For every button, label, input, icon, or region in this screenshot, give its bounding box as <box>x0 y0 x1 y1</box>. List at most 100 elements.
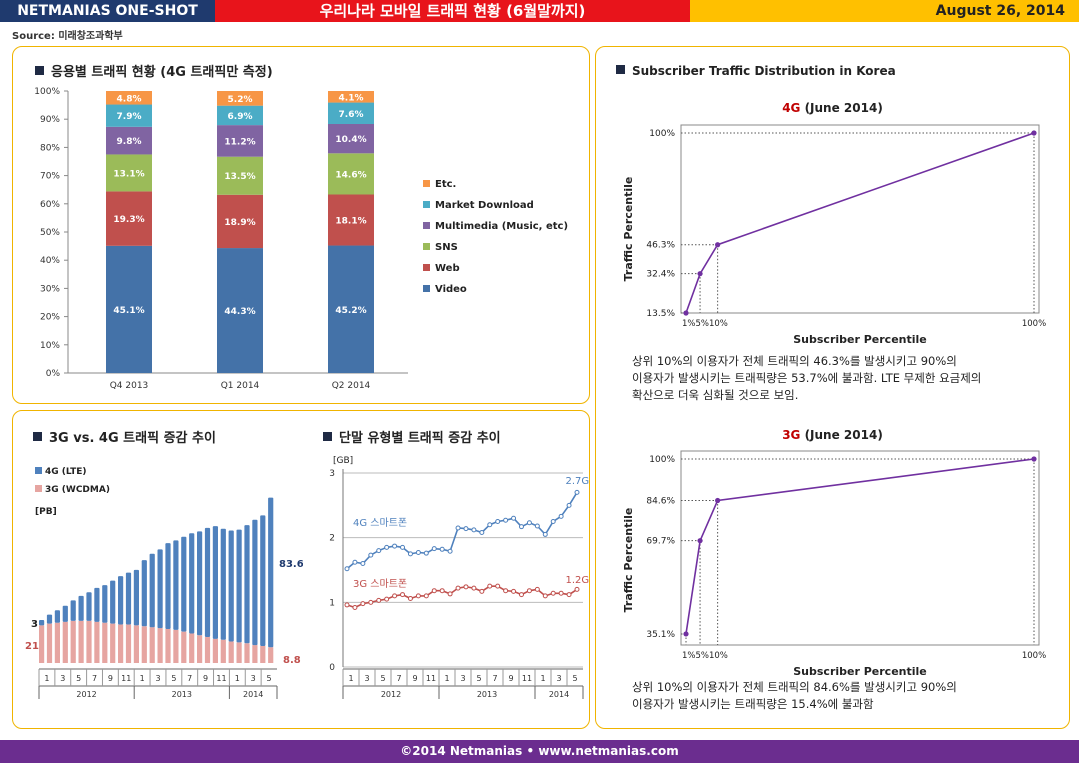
data-label: 13.1% <box>113 169 144 179</box>
app-traffic-panel: 응용별 트래픽 현황 (4G 트래픽만 측정) 0% 10% 20% 30% 40% 50… <box>12 46 590 404</box>
data-point-smart4g <box>447 548 453 554</box>
x-tick-label: Q1 2014 <box>221 381 260 391</box>
dist4g-note-line: 상위 10%의 이용자가 전체 트래픽의 46.3%를 발생시키고 90%의 <box>632 354 957 368</box>
date-text: August 26, 2014 <box>935 3 1065 19</box>
dist3g-chart: 35.1% 69.7% 84.6% 100% 1%5%10% 100% Subscriber… <box>622 450 1046 678</box>
bar-segment-lte <box>102 585 108 623</box>
data-point-smart4g <box>400 544 406 550</box>
data-point-smart4g <box>487 522 493 528</box>
bar-segment-market <box>328 102 374 124</box>
data-point-smart4g <box>471 527 477 533</box>
bar-segment-multimedia <box>328 123 374 154</box>
data-label: 3 <box>31 619 38 630</box>
bar-segment-wcdma <box>62 621 68 663</box>
y-tick-label: 84.6% <box>646 497 675 507</box>
bar-segment-lte <box>236 529 242 643</box>
x-tick-label: 7 <box>187 674 192 683</box>
bar-segment-lte <box>220 528 226 640</box>
data-point-smart3g <box>376 597 382 603</box>
bar-segment-lte <box>78 595 84 621</box>
bar-segment-lte <box>165 543 171 629</box>
bar-segment-wcdma <box>236 642 242 663</box>
data-point-smart4g <box>518 524 524 530</box>
bar-segment-sns <box>217 156 263 195</box>
dist4g-note: 상위 10%의 이용자가 전체 트래픽의 46.3%를 발생시키고 90%의 이… <box>632 353 981 404</box>
bar-segment-wcdma <box>46 623 53 663</box>
data-point-smart3g <box>455 585 461 591</box>
data-label: 44.3% <box>224 307 255 317</box>
data-point-smart3g <box>542 593 548 599</box>
data-point-smart3g <box>392 593 398 599</box>
data-point-smart3g <box>415 593 421 599</box>
x-tick-label: 1%5%10% <box>682 651 728 661</box>
x-tick-label: 11 <box>522 674 532 683</box>
bar-segment-wcdma <box>94 621 100 663</box>
data-label: 11.2% <box>224 137 255 147</box>
bar-segment-wcdma <box>165 628 171 663</box>
data-point-smart4g <box>503 517 509 523</box>
data-point-smart3g <box>360 601 366 607</box>
data-point-smart3g <box>487 583 493 589</box>
data-point-smart3g <box>479 588 485 594</box>
data-point <box>697 538 703 544</box>
bar-segment-market <box>217 105 263 126</box>
data-point-smart3g <box>471 585 477 591</box>
data-point-smart3g <box>344 602 350 608</box>
bar-segment-lte <box>133 569 139 626</box>
data-label: 18.9% <box>224 218 255 228</box>
bar-segment-lte <box>141 560 147 627</box>
x-tick-label: 3 <box>155 674 160 683</box>
x-tick-label: 9 <box>412 674 417 683</box>
bar-segment-lte <box>118 576 124 625</box>
bar-segment-wcdma <box>102 622 108 663</box>
trend-panel: 3G vs. 4G 트래픽 증감 추이 단말 유형별 트래픽 증감 추이 4G … <box>12 410 590 729</box>
data-point-smart3g <box>400 592 406 598</box>
data-label: 19.3% <box>113 215 144 225</box>
data-label: 9.8% <box>117 137 142 147</box>
y-tick-label: 90% <box>40 115 60 125</box>
dist4g-chart: 13.5% 32.4% 46.3% 100% 1%5%10% 100% Subscriber… <box>622 124 1046 346</box>
x-tick-label: Q4 2013 <box>110 381 149 391</box>
bar-segment-etc <box>217 91 263 106</box>
bar-segment-wcdma <box>260 645 266 663</box>
y-tick-label: 0 <box>329 663 335 673</box>
bar-segment-lte <box>86 592 92 621</box>
x-tick-label: 5 <box>171 674 176 683</box>
data-point <box>697 271 703 277</box>
legend-swatch-web <box>423 264 430 271</box>
bar-segment-market <box>106 104 152 127</box>
data-point <box>1031 456 1037 462</box>
gen-traffic-title: 3G vs. 4G 트래픽 증감 추이 <box>33 427 216 446</box>
data-point <box>715 242 721 248</box>
data-point-smart4g <box>423 550 429 556</box>
y-tick-label: 32.4% <box>646 270 675 280</box>
legend-label: Etc. <box>435 179 456 190</box>
bar-segment-lte <box>110 580 116 624</box>
data-label: 83.6 <box>279 559 303 570</box>
bar-segment-etc <box>106 91 152 105</box>
legend-swatch-video <box>423 285 430 292</box>
data-point-smart4g <box>415 550 421 556</box>
data-point-smart4g <box>550 519 556 524</box>
legend-swatch-lte <box>35 467 42 474</box>
data-label: 18.1% <box>335 217 366 227</box>
x-tick-label: 3 <box>251 674 256 683</box>
x-tick-label: 5 <box>267 674 272 683</box>
data-point-smart4g <box>558 513 564 519</box>
y-tick-label: 13.5% <box>646 309 675 319</box>
y-tick-label: 50% <box>40 228 60 238</box>
unit-label: [GB] <box>333 456 353 466</box>
bar-segment-wcdma <box>204 637 211 663</box>
bar-segment-wcdma <box>173 629 179 663</box>
data-point-smart4g <box>384 544 390 550</box>
legend-label: 3G (WCDMA) <box>45 485 110 495</box>
x-tick-label: 9 <box>203 674 208 683</box>
data-point <box>1031 130 1037 136</box>
dist-title: Subscriber Traffic Distribution in Korea <box>616 64 896 78</box>
device-traffic-title: 단말 유형별 트래픽 증감 추이 <box>323 427 501 446</box>
data-point-smart4g <box>431 546 437 552</box>
data-point-smart3g <box>518 592 524 598</box>
app-traffic-chart: 0% 10% 20% 30% 40% 50% 60% 70% 80% 90% 100% 45.1% 19… <box>34 87 568 391</box>
plot-area <box>680 124 1040 314</box>
data-point-smart4g <box>463 526 469 532</box>
